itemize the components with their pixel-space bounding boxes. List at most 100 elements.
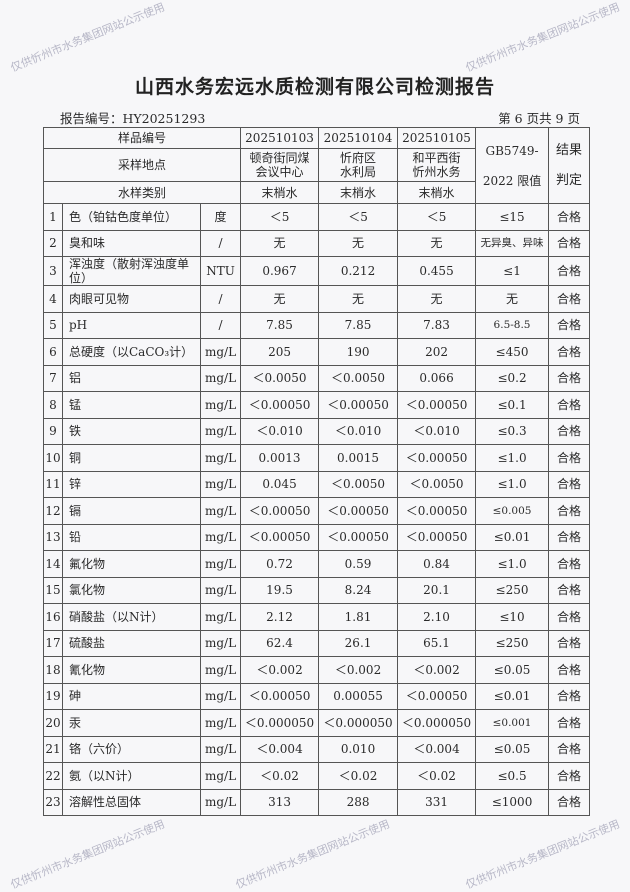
- unit: 度: [199, 203, 242, 231]
- result-value: 合格: [548, 417, 591, 445]
- limit-header-line2: 2022 限值: [482, 173, 542, 188]
- result-value: 合格: [548, 285, 591, 313]
- limit-value: ≤250: [475, 629, 550, 657]
- sample-3-value: ＜0.0050: [397, 470, 477, 498]
- sample-3-value: ＜0.010: [397, 417, 477, 445]
- unit: /: [199, 285, 242, 313]
- sample-location: 顿奇街同煤 会议中心: [240, 148, 320, 182]
- sample-2-value: 8.24: [318, 576, 399, 604]
- item-name: 臭和味: [62, 229, 201, 257]
- sample-location-line2: 忻州水务: [412, 165, 461, 179]
- table-row: 10 铜 mg/L 0.0013 0.0015 ＜0.00050 ≤1.0 合格: [43, 444, 591, 472]
- row-number: 13: [43, 523, 63, 551]
- sample-2-value: ＜0.0050: [318, 364, 399, 392]
- header-location-row: 采样地点 顿奇街同煤 会议中心 忻府区 水利局 和平西街 忻州水务: [42, 148, 590, 182]
- watermark: 仅供忻州市水务集团网站公示使用: [8, 817, 167, 892]
- unit: mg/L: [199, 682, 242, 710]
- sample-3-value: ＜0.00050: [397, 444, 477, 472]
- row-number: 20: [43, 709, 63, 737]
- sample-1-value: ＜5: [240, 203, 320, 231]
- sample-2-value: ＜0.02: [318, 762, 399, 790]
- limit-header-line1: GB5749-: [485, 143, 539, 158]
- unit: mg/L: [199, 762, 242, 790]
- sample-no: 202510104: [318, 127, 399, 149]
- item-name: pH: [62, 311, 201, 339]
- item-name: 镉: [62, 497, 201, 525]
- sample-location-line1: 和平西街: [412, 151, 461, 165]
- header-type-row: 水样类别 末梢水 末梢水 末梢水: [42, 181, 590, 204]
- sample-3-value: 无: [397, 229, 477, 257]
- row-number: 21: [43, 735, 63, 763]
- limit-value: ≤0.1: [475, 391, 550, 419]
- result-header: 结果 判定: [548, 127, 591, 204]
- unit: mg/L: [199, 364, 242, 392]
- table-row: 23 溶解性总固体 mg/L 313 288 331 ≤1000 合格: [43, 788, 591, 816]
- row-number: 16: [43, 603, 63, 631]
- sample-3-value: ＜0.000050: [397, 709, 477, 737]
- table-row: 13 铅 mg/L ＜0.00050 ＜0.00050 ＜0.00050 ≤0.01 合格: [43, 523, 591, 551]
- table-row: 3 浑浊度（散射浑浊度单位） NTU 0.967 0.212 0.455 ≤1 合格: [43, 256, 591, 286]
- row-number: 10: [43, 444, 63, 472]
- table-row: 15 氯化物 mg/L 19.5 8.24 20.1 ≤250 合格: [43, 576, 591, 604]
- sample-2-value: ＜5: [318, 203, 399, 231]
- result-value: 合格: [548, 256, 591, 286]
- unit: mg/L: [199, 709, 242, 737]
- item-name: 汞: [62, 709, 201, 737]
- limit-value: ≤0.05: [475, 656, 550, 684]
- sample-1-value: 0.967: [240, 256, 320, 286]
- row-number: 11: [43, 470, 63, 498]
- result-value: 合格: [548, 497, 591, 525]
- limit-value: ≤1.0: [475, 444, 550, 472]
- unit: mg/L: [199, 444, 242, 472]
- sample-location-line2: 水利局: [340, 165, 377, 179]
- table-row: 18 氰化物 mg/L ＜0.002 ＜0.002 ＜0.002 ≤0.05 合格: [43, 656, 591, 684]
- unit: mg/L: [199, 391, 242, 419]
- row-number: 1: [43, 203, 63, 231]
- limit-value: ≤0.005: [475, 497, 550, 525]
- sample-3-value: ＜0.00050: [397, 391, 477, 419]
- table-row: 7 铝 mg/L ＜0.0050 ＜0.0050 0.066 ≤0.2 合格: [43, 364, 591, 392]
- header-sample-no-row: 样品编号 202510103 202510104 202510105 GB574…: [42, 127, 591, 204]
- limit-value: ≤1.0: [475, 550, 550, 578]
- sample-no: 202510105: [397, 127, 477, 149]
- sample-location: 和平西街 忻州水务: [397, 148, 477, 182]
- sample-3-value: ＜0.004: [397, 735, 477, 763]
- unit: /: [199, 229, 242, 257]
- table-row: 17 硫酸盐 mg/L 62.4 26.1 65.1 ≤250 合格: [43, 629, 591, 657]
- sample-3-value: 2.10: [397, 603, 477, 631]
- watermark: 仅供忻州市水务集团网站公示使用: [463, 0, 622, 75]
- limit-value: ≤1.0: [475, 470, 550, 498]
- sample-3-value: 65.1: [397, 629, 477, 657]
- limit-value: ≤10: [475, 603, 550, 631]
- item-name: 锌: [62, 470, 201, 498]
- sample-2-value: 无: [318, 285, 399, 313]
- row-number: 18: [43, 656, 63, 684]
- sample-3-value: 0.84: [397, 550, 477, 578]
- item-name: 铅: [62, 523, 201, 551]
- sample-1-value: ＜0.000050: [240, 709, 320, 737]
- result-value: 合格: [548, 629, 591, 657]
- row-number: 17: [43, 629, 63, 657]
- limit-value: ≤0.01: [475, 523, 550, 551]
- item-name: 氰化物: [62, 656, 201, 684]
- unit: mg/L: [199, 656, 242, 684]
- sample-2-value: ＜0.00050: [318, 523, 399, 551]
- sample-1-value: ＜0.02: [240, 762, 320, 790]
- result-header-line2: 判定: [556, 172, 583, 188]
- unit: mg/L: [199, 417, 242, 445]
- sample-2-value: 0.010: [318, 735, 399, 763]
- sample-type: 末梢水: [397, 181, 477, 204]
- row-number: 3: [43, 256, 63, 286]
- table-row: 9 铁 mg/L ＜0.010 ＜0.010 ＜0.010 ≤0.3 合格: [43, 417, 591, 445]
- item-name: 色（铂钴色度单位）: [62, 203, 201, 231]
- unit: /: [199, 311, 242, 339]
- limit-value: ≤0.2: [475, 364, 550, 392]
- sample-2-value: ＜0.010: [318, 417, 399, 445]
- limit-value: ≤1000: [475, 788, 550, 816]
- limit-value: ≤15: [475, 203, 550, 231]
- sample-1-value: 无: [240, 285, 320, 313]
- limit-value: ≤0.01: [475, 682, 550, 710]
- sample-2-value: 0.59: [318, 550, 399, 578]
- limit-value: ≤0.3: [475, 417, 550, 445]
- limit-value: 无: [475, 285, 550, 313]
